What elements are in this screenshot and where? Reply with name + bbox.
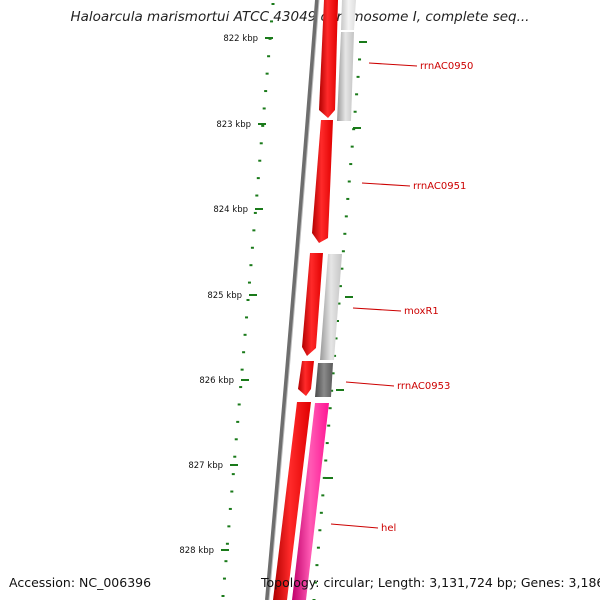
gene-label-rrnAC0950[interactable]: rrnAC0950 xyxy=(420,61,473,72)
gene-callout-line xyxy=(345,381,395,387)
cds-feature-red-long[interactable] xyxy=(273,402,311,600)
tick-label: 825 kbp xyxy=(207,291,242,301)
cds-feature-rrnAC0950[interactable] xyxy=(319,0,338,118)
cds-feature-moxR1-red[interactable] xyxy=(302,253,323,356)
gene-callout-line xyxy=(352,307,402,312)
backbone-line xyxy=(265,0,319,600)
tick-label: 828 kbp xyxy=(179,546,214,556)
backbone-highlight xyxy=(268,0,320,600)
feature-pale-top[interactable] xyxy=(341,0,356,30)
tick-label: 823 kbp xyxy=(216,120,251,130)
cds-feature-moxR1[interactable] xyxy=(320,254,342,360)
tick-label: 827 kbp xyxy=(188,461,223,471)
tick-label: 826 kbp xyxy=(199,376,234,386)
topology-stats: Topology: circular; Length: 3,131,724 bp… xyxy=(261,575,600,590)
gene-label-hel[interactable]: hel xyxy=(381,523,396,534)
gene-callout-line xyxy=(330,523,379,529)
gene-label-rrnAC0951[interactable]: rrnAC0951 xyxy=(413,181,466,192)
cds-feature-red-small[interactable] xyxy=(298,361,314,396)
accession-text: Accession: NC_006396 xyxy=(9,575,152,590)
tick-label: 824 kbp xyxy=(213,205,248,215)
cds-feature-rrnAC0951[interactable] xyxy=(312,120,333,243)
cds-feature-rrnAC0953[interactable] xyxy=(315,363,333,397)
gene-callout-line xyxy=(368,62,418,67)
cds-feature-hel[interactable] xyxy=(292,403,329,600)
tick-label: 822 kbp xyxy=(223,34,258,44)
gene-label-moxR1[interactable]: moxR1 xyxy=(404,306,439,317)
gene-label-rrnAC0953[interactable]: rrnAC0953 xyxy=(397,381,450,392)
gene-callout-line xyxy=(361,182,411,187)
map-title: Haloarcula marismortui ATCC 43049 chromo… xyxy=(70,9,530,25)
cds-feature-rrnAC0950-gray[interactable] xyxy=(337,32,354,121)
